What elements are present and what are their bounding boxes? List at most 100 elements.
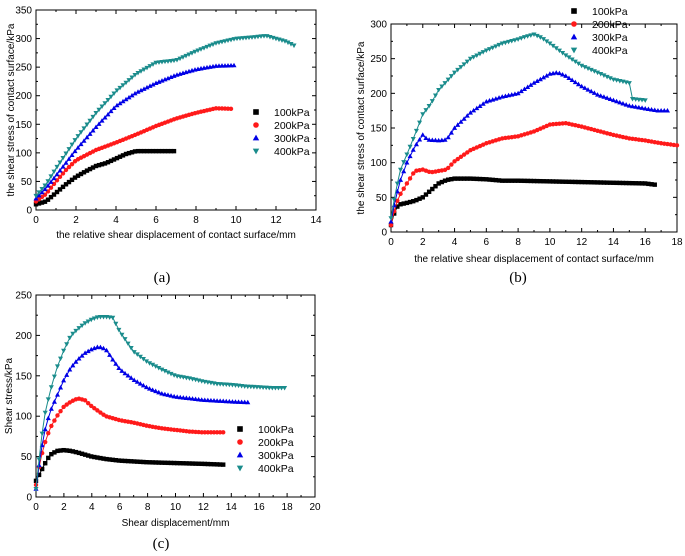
x-tick-label: 6 xyxy=(153,215,159,226)
legend-label: 400kPa xyxy=(274,146,310,158)
data-point xyxy=(569,77,575,83)
data-point xyxy=(54,171,60,177)
data-point xyxy=(193,461,198,466)
data-point xyxy=(85,400,91,406)
legend-marker xyxy=(570,33,578,40)
data-point xyxy=(143,384,150,390)
legend-marker xyxy=(252,134,260,141)
data-point xyxy=(93,124,99,130)
legend-marker xyxy=(253,109,259,115)
data-point xyxy=(64,342,70,347)
data-point xyxy=(135,459,140,464)
data-point xyxy=(171,148,177,154)
data-point xyxy=(630,180,635,186)
data-point xyxy=(442,137,448,142)
x-tick-label: 4 xyxy=(89,502,95,513)
data-point xyxy=(66,147,72,152)
data-point xyxy=(78,141,84,147)
y-tick-label: 0 xyxy=(26,206,32,217)
data-point xyxy=(129,92,135,98)
data-point xyxy=(57,167,63,173)
data-point xyxy=(69,142,75,148)
data-point xyxy=(134,352,140,357)
data-point xyxy=(181,461,186,466)
x-tick-label: 18 xyxy=(282,502,294,513)
data-point xyxy=(595,92,601,97)
data-point xyxy=(156,79,162,84)
x-tick-label: 0 xyxy=(33,502,39,513)
data-point xyxy=(100,345,107,351)
data-point xyxy=(63,167,69,173)
data-point xyxy=(110,357,116,362)
data-point xyxy=(465,150,470,155)
x-tick-label: 14 xyxy=(608,237,620,248)
data-point xyxy=(70,331,76,337)
data-point xyxy=(58,448,63,453)
data-point xyxy=(180,395,186,400)
data-point xyxy=(51,175,57,181)
x-tick-label: 10 xyxy=(230,215,242,226)
data-point xyxy=(168,148,174,154)
data-point xyxy=(131,377,137,383)
data-point xyxy=(480,176,486,182)
legend-label: 200kPa xyxy=(258,437,294,449)
data-point xyxy=(137,354,143,360)
legend-label: 400kPa xyxy=(258,463,294,475)
data-point xyxy=(639,105,645,110)
y-axis-label: the shear stress of contact surface/kPa xyxy=(6,23,17,196)
data-point xyxy=(138,459,143,465)
legend-marker xyxy=(237,426,243,432)
data-point xyxy=(228,106,234,112)
data-point xyxy=(550,122,556,127)
data-point xyxy=(33,478,39,484)
data-point xyxy=(537,76,543,82)
data-point xyxy=(521,86,527,92)
data-point xyxy=(201,46,207,51)
data-point xyxy=(184,461,189,466)
data-point xyxy=(534,78,540,84)
data-point xyxy=(48,179,54,184)
data-point xyxy=(75,145,81,150)
data-point xyxy=(553,46,559,51)
data-point xyxy=(183,395,189,400)
data-point xyxy=(633,181,638,186)
data-point xyxy=(39,194,45,200)
data-point xyxy=(93,163,99,169)
data-point xyxy=(407,176,413,181)
data-point xyxy=(147,64,153,69)
data-point xyxy=(134,379,140,384)
data-point xyxy=(110,457,115,463)
x-tick-label: 12 xyxy=(270,215,282,226)
data-point xyxy=(423,135,429,141)
data-point xyxy=(96,107,102,113)
data-point xyxy=(138,69,144,74)
data-point xyxy=(156,60,162,65)
data-point xyxy=(57,187,63,192)
data-point xyxy=(125,341,131,347)
data-point xyxy=(458,119,464,124)
data-point xyxy=(36,472,42,478)
data-point xyxy=(67,448,72,454)
data-point xyxy=(519,178,524,183)
data-point xyxy=(225,38,231,44)
data-point xyxy=(601,94,607,99)
data-point xyxy=(464,113,470,118)
data-point xyxy=(591,69,597,74)
data-point xyxy=(33,487,39,492)
data-point xyxy=(76,355,82,361)
data-point xyxy=(221,430,226,435)
data-point xyxy=(566,179,572,185)
data-point xyxy=(588,67,594,73)
data-point xyxy=(388,218,394,224)
data-point xyxy=(414,197,419,203)
data-point xyxy=(620,180,626,186)
data-point xyxy=(452,125,458,130)
y-tick-label: 200 xyxy=(15,91,32,102)
legend-marker xyxy=(236,451,244,458)
data-point xyxy=(105,97,111,103)
data-point xyxy=(153,460,158,465)
y-tick-label: 200 xyxy=(370,89,387,100)
data-point xyxy=(633,104,639,109)
data-point xyxy=(66,179,72,185)
